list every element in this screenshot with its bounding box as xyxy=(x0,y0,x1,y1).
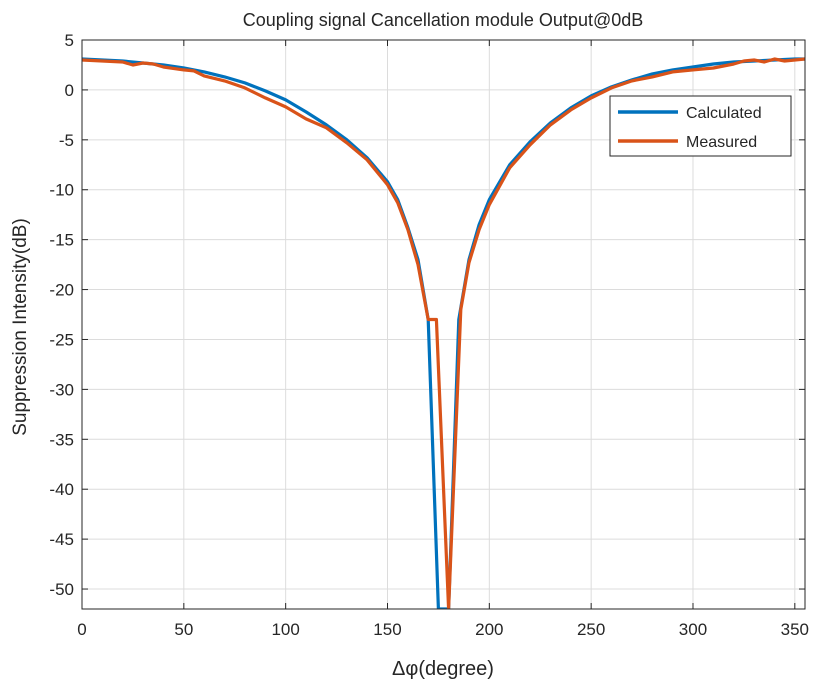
x-tick-label: 250 xyxy=(577,620,605,639)
x-axis-label: Δφ(degree) xyxy=(392,658,494,680)
y-tick-label: 5 xyxy=(65,31,74,50)
y-tick-label: -10 xyxy=(49,181,74,200)
plot-frame xyxy=(81,39,806,610)
y-axis-label: Suppression Intensity(dB) xyxy=(10,218,31,436)
x-tick-label: 350 xyxy=(781,620,809,639)
y-tick-label: -15 xyxy=(49,231,74,250)
series-line-measured xyxy=(82,57,805,609)
y-tick-label: -25 xyxy=(49,330,74,349)
legend-label-measured: Measured xyxy=(686,134,757,151)
legend-label-calculated: Calculated xyxy=(686,105,762,122)
x-tick-label: 150 xyxy=(373,620,401,639)
chart-title: Coupling signal Cancellation module Outp… xyxy=(243,10,644,30)
legend-box xyxy=(609,95,792,157)
x-tick-label: 50 xyxy=(174,620,193,639)
y-tick-label: -50 xyxy=(49,580,74,599)
y-tick-label: 0 xyxy=(65,81,74,100)
x-tick-label: 300 xyxy=(679,620,707,639)
y-tick-label: -20 xyxy=(49,281,74,300)
x-tick-label: 200 xyxy=(475,620,503,639)
y-tick-label: -30 xyxy=(49,380,74,399)
y-tick-label: -40 xyxy=(49,480,74,499)
x-tick-label: 0 xyxy=(77,620,86,639)
grid xyxy=(81,39,805,609)
x-tick-label: 100 xyxy=(271,620,299,639)
y-tick-label: -5 xyxy=(59,131,74,150)
series-line-calculated xyxy=(82,57,805,609)
series-layer xyxy=(82,57,805,609)
y-tick-label: -35 xyxy=(49,430,74,449)
axis-ticks: 0 50 100 150 200 250 300 35050-5-10-15-20-25-30… xyxy=(49,31,809,639)
legend[interactable]: Calculated Measured xyxy=(609,95,792,157)
y-tick-label: -45 xyxy=(49,530,74,549)
